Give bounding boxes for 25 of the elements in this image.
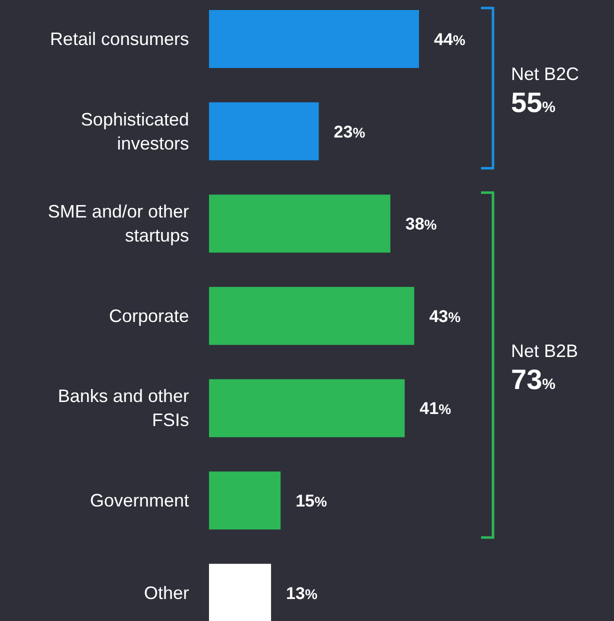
data-label: 15% [296,492,328,510]
data-label: 41% [420,399,452,418]
bar [209,379,405,438]
data-label: 13% [286,584,318,603]
bar [209,564,272,621]
y-tick-label: Corporate [108,306,189,326]
y-tick-label: SME and/or other startups [48,202,189,246]
text: Net B2B [511,341,578,362]
text: Net B2C [511,64,580,84]
data-label: 43% [429,306,462,326]
bar [209,10,419,68]
y-tick-label: Government [90,490,189,510]
text: 55% [511,87,556,118]
y-tick-label: Other [144,582,189,603]
bar [209,194,390,253]
bar [209,472,281,530]
data-label: 38% [405,214,438,234]
data-label: 23% [334,122,366,142]
y-tick-label: Banks and other FSIs [58,386,189,430]
text: 73% [511,364,556,396]
data-label: 44% [434,30,466,49]
y-tick-label: Sophisticated investors [80,109,189,154]
y-tick-label: Retail consumers [50,29,189,49]
bar [209,102,319,160]
bar [209,286,414,345]
